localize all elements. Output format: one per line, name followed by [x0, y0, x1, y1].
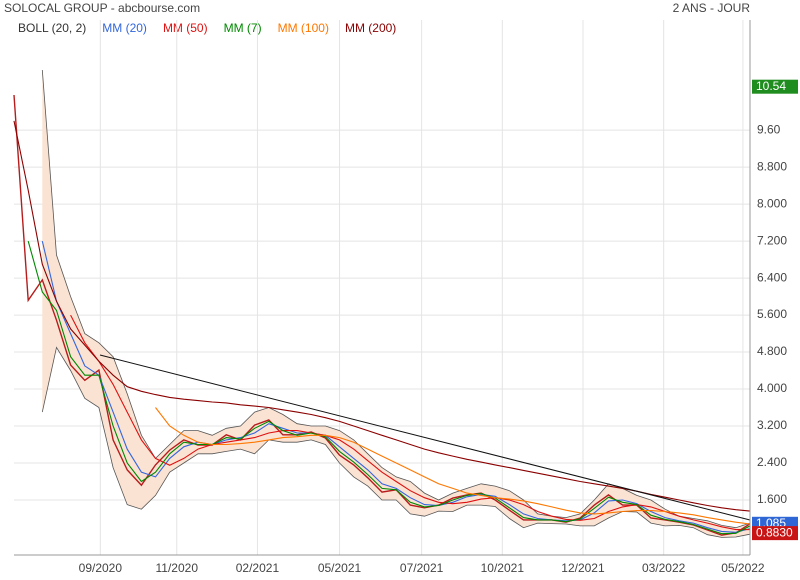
x-tick-label: 10/2021 — [481, 561, 525, 575]
chart-title: SOLOCAL GROUP - abcbourse.com — [4, 1, 200, 15]
y-tick-label: 8.800 — [757, 159, 787, 173]
y-tick-label: 1.600 — [757, 492, 787, 506]
x-tick-label: 11/2020 — [156, 561, 199, 575]
ma-line — [41, 240, 751, 533]
chart-subtitle: 2 ANS - JOUR — [673, 1, 751, 15]
ma-line — [155, 407, 751, 525]
price-line — [13, 94, 751, 536]
price-box — [752, 79, 798, 94]
legend-entry: BOLL (20, 2) — [18, 21, 86, 35]
x-tick-label: 05/2022 — [721, 561, 765, 575]
band-upper — [41, 69, 751, 529]
trend-line — [99, 354, 751, 521]
y-tick-label: 4.000 — [757, 381, 787, 395]
price-label: 0.8830 — [756, 525, 793, 539]
band-lower — [41, 346, 751, 538]
price-box — [752, 526, 798, 541]
y-tick-label: 4.800 — [757, 344, 787, 358]
axes: 1.600 2.400 3.200 4.000 4.800 5.600 6.400 7.200… — [79, 79, 798, 575]
x-tick-label: 05/2021 — [318, 561, 362, 575]
y-tick-label: 8.000 — [757, 196, 787, 210]
legend-entry: MM (200) — [345, 21, 396, 35]
y-tick-label: 2.400 — [757, 455, 787, 469]
ma-line — [27, 240, 751, 535]
legend: BOLL (20, 2) MM (20) MM (50) MM (7) MM (100)… — [18, 21, 396, 35]
y-tick-label: 5.600 — [757, 307, 787, 321]
y-tick-label: 6.400 — [757, 270, 787, 284]
y-tick-label: 3.200 — [757, 418, 787, 432]
legend-entry: MM (100) — [278, 21, 329, 35]
x-tick-label: 02/2021 — [236, 561, 280, 575]
legend-entry: MM (20) — [102, 21, 147, 35]
x-tick-label: 07/2021 — [400, 561, 444, 575]
legend-entry: MM (50) — [163, 21, 208, 35]
y-tick-label: 7.200 — [757, 233, 787, 247]
legend-entry: MM (7) — [224, 21, 262, 35]
x-tick-label: 09/2020 — [79, 561, 123, 575]
x-tick-label: 12/2021 — [561, 561, 605, 575]
price-label: 10.54 — [756, 79, 786, 93]
x-tick-label: 03/2022 — [642, 561, 686, 575]
y-tick-label: 9.60 — [757, 122, 781, 136]
